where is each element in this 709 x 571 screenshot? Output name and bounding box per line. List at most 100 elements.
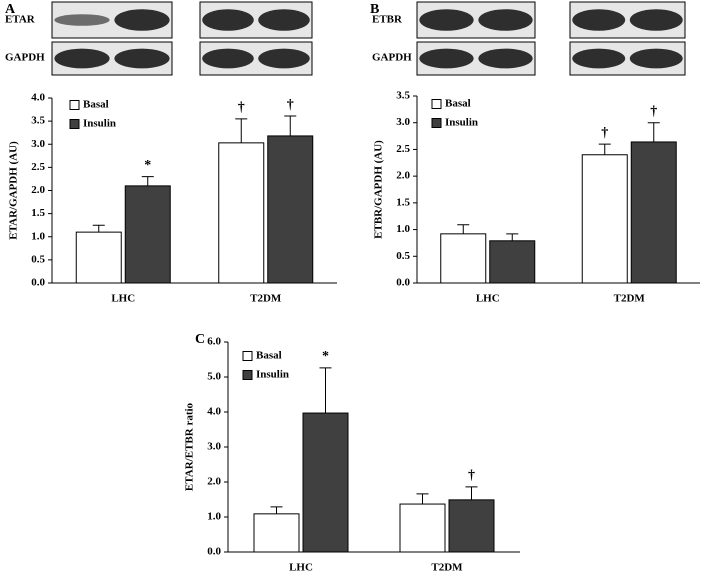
blot-band <box>258 9 310 31</box>
bar <box>302 412 349 553</box>
y-tick-label: 2.0 <box>31 184 45 196</box>
y-tick-label: 1.5 <box>396 196 410 208</box>
significance-mark: * <box>322 349 329 364</box>
y-axis-label: ETAR/GAPDH (AU) <box>8 141 20 240</box>
error-bar <box>465 486 478 500</box>
y-tick-label: 4.0 <box>31 92 45 104</box>
blot-label: GAPDH <box>5 52 45 64</box>
y-tick-label: 2.0 <box>207 476 221 488</box>
legend-label: Basal <box>256 350 282 362</box>
y-tick-label: 2.0 <box>396 170 410 182</box>
blot-band <box>478 48 533 69</box>
significance-mark: † <box>650 104 657 119</box>
x-tick-label: T2DM <box>431 562 463 571</box>
y-tick-label: 1.5 <box>31 207 45 219</box>
error-bar <box>416 493 429 505</box>
legend-label: Basal <box>83 99 109 111</box>
blot-band <box>629 48 683 69</box>
blot-band <box>202 9 254 31</box>
bar <box>630 141 677 284</box>
error-bar <box>457 224 470 234</box>
legend-swatch <box>242 370 253 380</box>
y-tick-label: 1.0 <box>207 511 221 523</box>
x-tick-label: T2DM <box>614 293 646 305</box>
y-tick-label: 6.0 <box>207 336 221 348</box>
error-bar <box>92 224 105 233</box>
panel-label: B <box>370 2 379 17</box>
blot-label: GAPDH <box>372 52 412 64</box>
blot-band <box>572 48 626 69</box>
significance-mark: † <box>601 125 608 140</box>
x-tick-label: T2DM <box>250 293 282 305</box>
y-tick-label: 3.5 <box>396 90 410 102</box>
y-tick-label: 4.0 <box>207 406 221 418</box>
y-tick-label: 3.0 <box>396 116 410 128</box>
legend-swatch <box>69 100 80 110</box>
legend-label: Insulin <box>83 118 116 130</box>
y-tick-label: 3.0 <box>207 441 221 453</box>
blot-band <box>258 48 310 69</box>
y-tick-label: 2.5 <box>396 143 410 155</box>
error-bar <box>319 367 332 414</box>
bar <box>489 240 536 284</box>
blot-band <box>419 9 474 31</box>
legend-swatch <box>242 351 253 361</box>
y-tick-label: 3.5 <box>31 115 45 127</box>
panel-label: C <box>195 332 205 347</box>
blot-band <box>114 48 170 69</box>
significance-mark: * <box>144 158 151 173</box>
bar <box>124 185 171 284</box>
error-bar <box>235 118 248 143</box>
blot-band <box>54 48 110 69</box>
blot-label: ETAR <box>5 14 36 26</box>
blot-band <box>629 9 683 31</box>
legend-swatch <box>431 99 442 109</box>
significance-mark: † <box>468 468 475 483</box>
blot-band <box>54 14 110 26</box>
significance-mark: † <box>238 100 245 115</box>
y-tick-label: 0.0 <box>207 546 221 558</box>
blot-band <box>478 9 533 31</box>
blot-band <box>419 48 474 69</box>
blot-band <box>572 9 626 31</box>
y-axis-label: ETBR/GAPDH (AU) <box>373 140 385 239</box>
legend-swatch <box>431 118 442 128</box>
bar <box>581 154 628 284</box>
x-tick-label: LHC <box>111 293 135 305</box>
y-tick-label: 3.0 <box>31 138 45 150</box>
error-bar <box>270 506 283 514</box>
y-tick-label: 1.0 <box>31 230 45 242</box>
error-bar <box>284 115 297 136</box>
x-tick-label: LHC <box>476 293 500 305</box>
y-tick-label: 1.0 <box>396 223 410 235</box>
bar <box>399 503 446 553</box>
bar <box>448 499 495 553</box>
y-tick-label: 0.5 <box>31 253 45 265</box>
legend-label: Insulin <box>256 369 289 381</box>
y-tick-label: 0.0 <box>31 277 45 289</box>
y-tick-label: 2.5 <box>31 161 45 173</box>
error-bar <box>506 233 519 241</box>
x-tick-label: LHC <box>289 562 313 571</box>
y-tick-label: 5.0 <box>207 371 221 383</box>
y-tick-label: 0.0 <box>396 277 410 289</box>
bar <box>267 135 314 284</box>
legend-label: Basal <box>445 98 471 110</box>
bar <box>75 231 122 284</box>
error-bar <box>647 122 660 142</box>
y-axis-label: ETAR/ETBR ratio <box>184 402 196 491</box>
y-tick-label: 0.5 <box>396 250 410 262</box>
blot-band <box>114 9 170 31</box>
bar <box>218 142 265 284</box>
error-bar <box>141 176 154 186</box>
legend-label: Insulin <box>445 117 478 129</box>
error-bar <box>598 143 611 155</box>
bar <box>440 233 487 284</box>
bar <box>253 513 300 553</box>
legend-swatch <box>69 119 80 129</box>
blot-label: ETBR <box>372 14 403 26</box>
blot-band <box>202 48 254 69</box>
significance-mark: † <box>287 97 294 112</box>
panel-label: A <box>5 2 16 17</box>
